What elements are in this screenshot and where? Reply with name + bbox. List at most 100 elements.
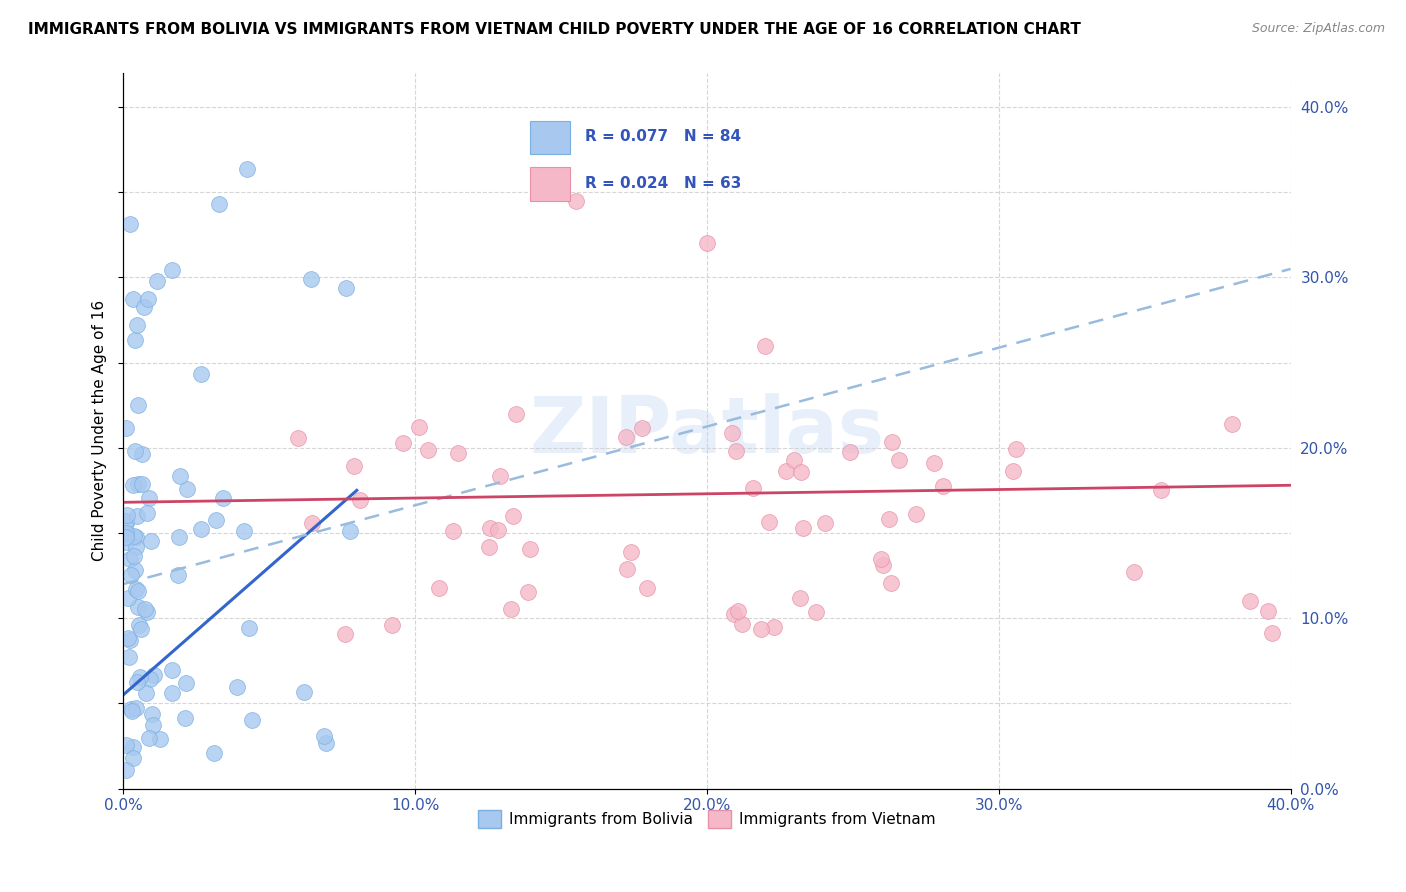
Point (124, 444, 146, 458)
Point (447, 446, 470, 460)
Point (758, 515, 780, 529)
Point (723, 607, 745, 621)
Point (118, 632, 141, 647)
Point (169, 530, 191, 544)
Point (138, 491, 160, 505)
Point (287, 431, 309, 445)
Point (315, 736, 337, 750)
Point (115, 516, 138, 530)
Point (115, 530, 138, 544)
Point (162, 686, 184, 700)
Point (134, 602, 156, 616)
Point (121, 292, 143, 306)
Point (1261, 626, 1284, 640)
Point (877, 512, 900, 526)
Point (814, 516, 837, 531)
Point (127, 508, 149, 523)
Point (516, 584, 538, 599)
Point (122, 549, 145, 563)
Point (121, 704, 143, 718)
Point (135, 685, 157, 699)
Point (131, 477, 153, 491)
Point (391, 435, 413, 450)
Legend: Immigrants from Bolivia, Immigrants from Vietnam: Immigrants from Bolivia, Immigrants from… (472, 804, 942, 835)
Point (124, 530, 146, 544)
Point (349, 493, 371, 508)
Point (115, 739, 138, 753)
Point (1122, 566, 1144, 580)
Point (489, 469, 512, 483)
Point (117, 631, 139, 645)
Point (721, 425, 744, 440)
Point (121, 750, 143, 764)
Point (441, 524, 464, 538)
Point (132, 300, 155, 314)
Point (120, 567, 142, 582)
Point (149, 732, 172, 747)
Point (167, 567, 190, 582)
Point (932, 479, 955, 493)
Point (211, 491, 233, 506)
Point (127, 318, 149, 332)
Point (138, 731, 160, 745)
Text: IMMIGRANTS FROM BOLIVIA VS IMMIGRANTS FROM VIETNAM CHILD POVERTY UNDER THE AGE O: IMMIGRANTS FROM BOLIVIA VS IMMIGRANTS FR… (28, 22, 1081, 37)
Point (122, 529, 145, 543)
Point (124, 334, 146, 348)
Point (872, 558, 894, 573)
Point (121, 478, 143, 492)
Point (478, 540, 501, 554)
Point (115, 764, 138, 778)
Point (120, 702, 142, 716)
Point (1005, 442, 1028, 457)
Point (427, 581, 450, 595)
Point (118, 552, 141, 566)
Point (124, 701, 146, 715)
Point (636, 581, 658, 595)
Point (117, 508, 139, 522)
Point (754, 338, 776, 352)
Point (1239, 594, 1261, 608)
Point (169, 468, 191, 483)
Point (115, 535, 138, 549)
Point (314, 729, 336, 743)
Point (240, 713, 263, 727)
Text: Source: ZipAtlas.com: Source: ZipAtlas.com (1251, 22, 1385, 36)
Point (120, 217, 142, 231)
Point (905, 507, 928, 521)
Point (202, 746, 225, 760)
Point (1257, 604, 1279, 618)
Point (505, 407, 527, 421)
Point (125, 540, 148, 554)
Point (173, 711, 195, 725)
Point (204, 513, 226, 527)
Point (208, 197, 231, 211)
Point (486, 523, 509, 537)
Point (131, 446, 153, 460)
Point (128, 670, 150, 684)
Point (115, 514, 138, 528)
Point (190, 522, 212, 536)
Point (299, 272, 322, 286)
Text: ZIPatlas: ZIPatlas (530, 392, 884, 469)
Point (880, 575, 903, 590)
Point (138, 672, 160, 686)
Point (160, 262, 183, 277)
Point (143, 668, 166, 682)
Point (614, 430, 637, 444)
Point (142, 717, 165, 731)
Point (127, 599, 149, 614)
Point (115, 525, 138, 540)
Point (564, 194, 586, 208)
Point (335, 281, 357, 295)
Point (233, 524, 256, 538)
Point (727, 604, 749, 618)
Point (343, 459, 366, 474)
Point (117, 591, 139, 605)
Point (763, 619, 786, 633)
Point (292, 684, 315, 698)
Point (741, 481, 763, 495)
Point (162, 663, 184, 677)
Point (620, 545, 643, 559)
Point (190, 367, 212, 381)
Point (226, 680, 249, 694)
